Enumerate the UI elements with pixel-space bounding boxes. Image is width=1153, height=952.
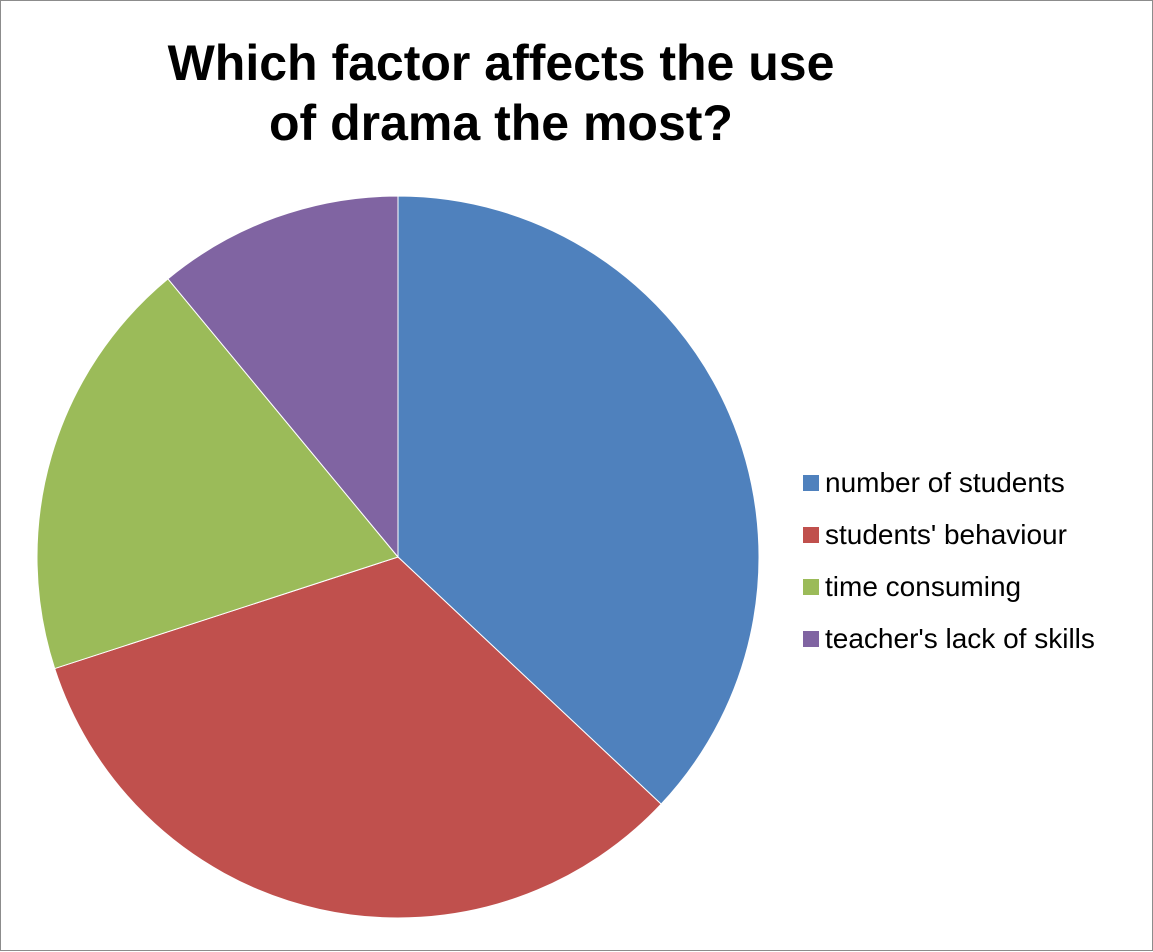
legend-label: number of students — [825, 467, 1065, 498]
pie-slice-teacher-s-lack-of-skills — [167, 195, 399, 559]
legend-label: teacher's lack of skills — [825, 623, 1095, 654]
legend-swatch — [803, 579, 819, 595]
pie-slice-number-of-students — [397, 195, 760, 805]
legend-item-students-behaviour: students' behaviour — [803, 509, 1148, 561]
legend-label: time consuming — [825, 571, 1022, 602]
legend-swatch — [803, 527, 819, 543]
legend-swatch — [803, 631, 819, 647]
legend-item-time-consuming: time consuming — [803, 561, 1148, 613]
pie-slice-time-consuming — [36, 278, 399, 670]
legend-swatch — [803, 475, 819, 491]
legend-label: students' behaviour — [825, 519, 1067, 550]
pie-slices — [36, 195, 760, 919]
chart-title: Which factor affects the use of drama th… — [167, 35, 835, 151]
legend-item-teachers-lack-of-skills: teacher's lack of skills — [803, 613, 1148, 665]
legend: number of students students' behaviour t… — [803, 457, 1148, 665]
pie-slice-students-behaviour — [54, 556, 662, 919]
legend-item-number-of-students: number of students — [803, 457, 1148, 509]
